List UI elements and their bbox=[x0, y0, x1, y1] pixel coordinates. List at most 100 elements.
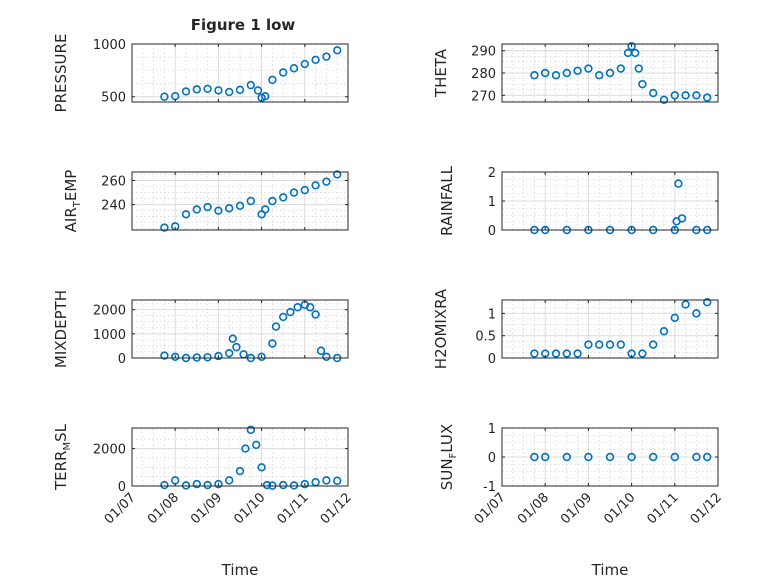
axes-frame bbox=[501, 299, 719, 359]
xtick-label: 01/12 bbox=[318, 490, 355, 527]
data-point bbox=[594, 71, 604, 80]
data-point bbox=[268, 196, 277, 206]
data-point bbox=[293, 303, 302, 312]
data-point bbox=[228, 334, 238, 343]
data-point bbox=[333, 46, 342, 55]
data-point bbox=[225, 87, 234, 97]
y-axis-label: THETA bbox=[432, 48, 450, 98]
ytick-label: 1 bbox=[488, 195, 496, 210]
data-point bbox=[300, 185, 309, 195]
data-point bbox=[214, 479, 223, 489]
ytick-label: 280 bbox=[471, 67, 496, 82]
ytick-label: 0.5 bbox=[475, 330, 496, 345]
data-point bbox=[214, 206, 223, 215]
data-point bbox=[286, 307, 295, 317]
ytick-label: 2 bbox=[488, 166, 496, 181]
axes-frame bbox=[131, 171, 349, 231]
data-point bbox=[261, 205, 270, 214]
ytick-label: 0 bbox=[118, 480, 126, 495]
xtick-label: 01/11 bbox=[275, 490, 312, 527]
data-point bbox=[677, 214, 687, 223]
data-point bbox=[692, 309, 701, 318]
ytick-label: 1 bbox=[488, 307, 496, 322]
data-point bbox=[659, 327, 669, 336]
ytick-label: 290 bbox=[471, 45, 496, 60]
subplot-air_temp: 240 260 AIRTEMP bbox=[62, 170, 349, 233]
data-point bbox=[181, 481, 191, 490]
xtick-label: 01/07 bbox=[102, 490, 139, 527]
y-axis-label: SUNFLUX bbox=[438, 424, 459, 490]
data-point bbox=[311, 181, 320, 190]
data-point bbox=[246, 80, 256, 90]
xtick-label: 01/12 bbox=[688, 490, 725, 527]
data-point bbox=[322, 476, 331, 485]
ytick-label: 1 bbox=[488, 422, 496, 437]
ytick-label: 240 bbox=[101, 199, 126, 214]
data-point bbox=[530, 71, 539, 80]
data-point bbox=[674, 179, 683, 188]
data-point bbox=[262, 480, 272, 490]
ytick-label: 0 bbox=[488, 352, 496, 367]
ytick-label: 0 bbox=[488, 451, 496, 466]
xtick-label: 01/09 bbox=[558, 490, 595, 527]
data-point bbox=[584, 452, 593, 462]
data-point bbox=[181, 87, 191, 96]
subplot-h2omixra: 0 0.5 1 H2OMIXRA bbox=[432, 288, 719, 369]
data-point bbox=[252, 440, 261, 450]
figure-title: Figure 1 low bbox=[191, 16, 296, 34]
data-point bbox=[605, 340, 615, 349]
data-point bbox=[253, 86, 263, 95]
xtick-label: 01/08 bbox=[145, 490, 182, 527]
subplot-terr_msl: 0 2000 01/07 01/08 01/09 01/10 01/11 01/12 Time T… bbox=[52, 423, 355, 579]
data-point bbox=[670, 91, 679, 100]
data-point bbox=[616, 64, 625, 73]
xtick-label: 01/10 bbox=[231, 490, 268, 527]
data-point bbox=[692, 91, 701, 100]
data-point bbox=[300, 479, 309, 489]
data-point bbox=[241, 444, 250, 453]
data-point bbox=[279, 480, 288, 490]
data-point bbox=[160, 351, 169, 360]
data-point bbox=[225, 348, 234, 358]
data-point bbox=[306, 303, 315, 312]
data-point bbox=[192, 85, 202, 94]
axes-frame bbox=[131, 427, 349, 487]
ytick-label: 2000 bbox=[93, 304, 126, 319]
data-point bbox=[300, 59, 309, 69]
data-point bbox=[530, 349, 539, 358]
ytick-label: 500 bbox=[101, 91, 126, 106]
data-point bbox=[225, 476, 234, 485]
y-axis-label: TERRMSL bbox=[52, 423, 73, 491]
y-axis-label: MIXDEPTH bbox=[52, 290, 70, 368]
data-point bbox=[246, 196, 256, 206]
data-point bbox=[702, 452, 712, 462]
y-axis-label: RAINFALL bbox=[438, 165, 456, 236]
data-point bbox=[551, 71, 561, 80]
ytick-label: 1000 bbox=[93, 328, 126, 343]
y-axis-label: AIRTEMP bbox=[62, 170, 83, 233]
data-point bbox=[670, 452, 679, 462]
data-point bbox=[634, 64, 643, 73]
data-point bbox=[627, 452, 636, 462]
data-point bbox=[638, 349, 647, 358]
data-point bbox=[279, 68, 288, 77]
data-point bbox=[203, 84, 212, 94]
data-point bbox=[573, 66, 582, 75]
xtick-label: 01/07 bbox=[472, 490, 509, 527]
data-point bbox=[311, 310, 320, 319]
y-axis-label: H2OMIXRA bbox=[432, 288, 450, 369]
data-point bbox=[279, 312, 288, 322]
data-point bbox=[239, 350, 248, 359]
ytick-label: 1000 bbox=[93, 38, 126, 53]
data-point bbox=[670, 313, 679, 323]
subplot-mixdepth: 0 1000 2000 MIXDEPTH bbox=[52, 290, 349, 368]
data-point bbox=[257, 463, 266, 472]
data-point bbox=[235, 201, 245, 211]
data-point bbox=[257, 352, 266, 361]
data-point bbox=[551, 349, 561, 358]
data-point bbox=[681, 300, 690, 309]
xtick-label: 01/10 bbox=[601, 490, 638, 527]
data-point bbox=[271, 322, 281, 331]
